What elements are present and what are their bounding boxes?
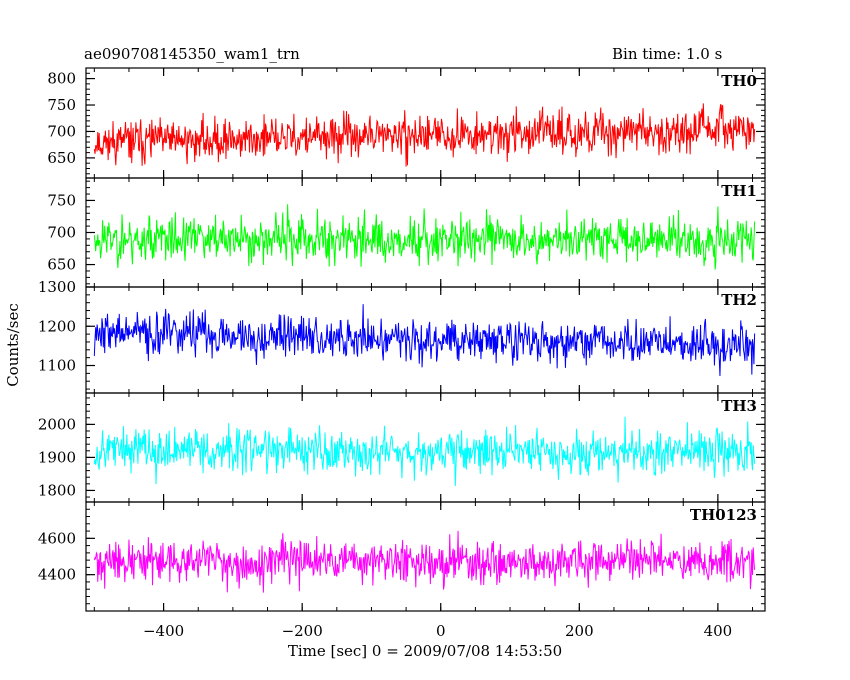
- series-line-th1: [93, 204, 756, 270]
- panel-label-th0123: TH0123: [690, 506, 757, 524]
- panels-group: 650 700 750 800 TH0 650 700 750 TH1 1100 1200 1300 T…: [38, 67, 766, 612]
- panel-frame: [85, 67, 766, 179]
- panel-th0: 650 700 750 800 TH0: [47, 67, 766, 179]
- panel-th3: 1800 1900 2000 TH3: [38, 392, 766, 503]
- x-tick-label: −200: [282, 622, 323, 640]
- series-line-th0123: [93, 530, 756, 593]
- y-tick-label: 750: [47, 191, 76, 209]
- y-tick-label: 4400: [38, 566, 76, 584]
- x-tick-label: −400: [143, 622, 184, 640]
- panel-th2: 1100 1200 1300 TH2: [38, 278, 766, 394]
- y-tick-label: 700: [47, 122, 76, 140]
- x-tick-label: 200: [565, 622, 594, 640]
- x-axis-label: Time [sec] 0 = 2009/07/08 14:53:50: [288, 642, 562, 660]
- series-line-th3: [93, 416, 756, 486]
- panel-frame: [85, 501, 766, 612]
- y-tick-label: 1800: [38, 481, 76, 499]
- y-tick-label: 1900: [38, 448, 76, 466]
- x-axis: −400 −200 0 200 400: [143, 622, 732, 640]
- y-tick-label: 1100: [38, 357, 76, 375]
- y-tick-label: 800: [47, 70, 76, 88]
- series-line-th2: [93, 304, 756, 376]
- panel-label-th3: TH3: [721, 397, 757, 415]
- series-line-th0: [93, 103, 756, 167]
- panel-th1: 650 700 750 TH1: [47, 177, 766, 288]
- y-axis-label: Counts/sec: [4, 303, 22, 387]
- panel-label-th1: TH1: [721, 182, 757, 200]
- panel-label-th0: TH0: [721, 72, 757, 90]
- panel-th0123: 4400 4600 TH0123: [38, 501, 766, 612]
- y-tick-label: 650: [47, 256, 76, 274]
- panel-label-th2: TH2: [721, 291, 757, 309]
- chart-title: ae090708145350_wam1_trn: [84, 45, 300, 63]
- y-tick-label: 1300: [38, 278, 76, 296]
- y-tick-label: 750: [47, 96, 76, 114]
- x-tick-label: 0: [436, 622, 446, 640]
- y-tick-label: 700: [47, 224, 76, 242]
- y-tick-label: 4600: [38, 529, 76, 547]
- y-tick-label: 650: [47, 149, 76, 167]
- bin-time-label: Bin time: 1.0 s: [612, 45, 723, 63]
- x-tick-label: 400: [704, 622, 733, 640]
- y-tick-label: 2000: [38, 415, 76, 433]
- y-tick-label: 1200: [38, 317, 76, 335]
